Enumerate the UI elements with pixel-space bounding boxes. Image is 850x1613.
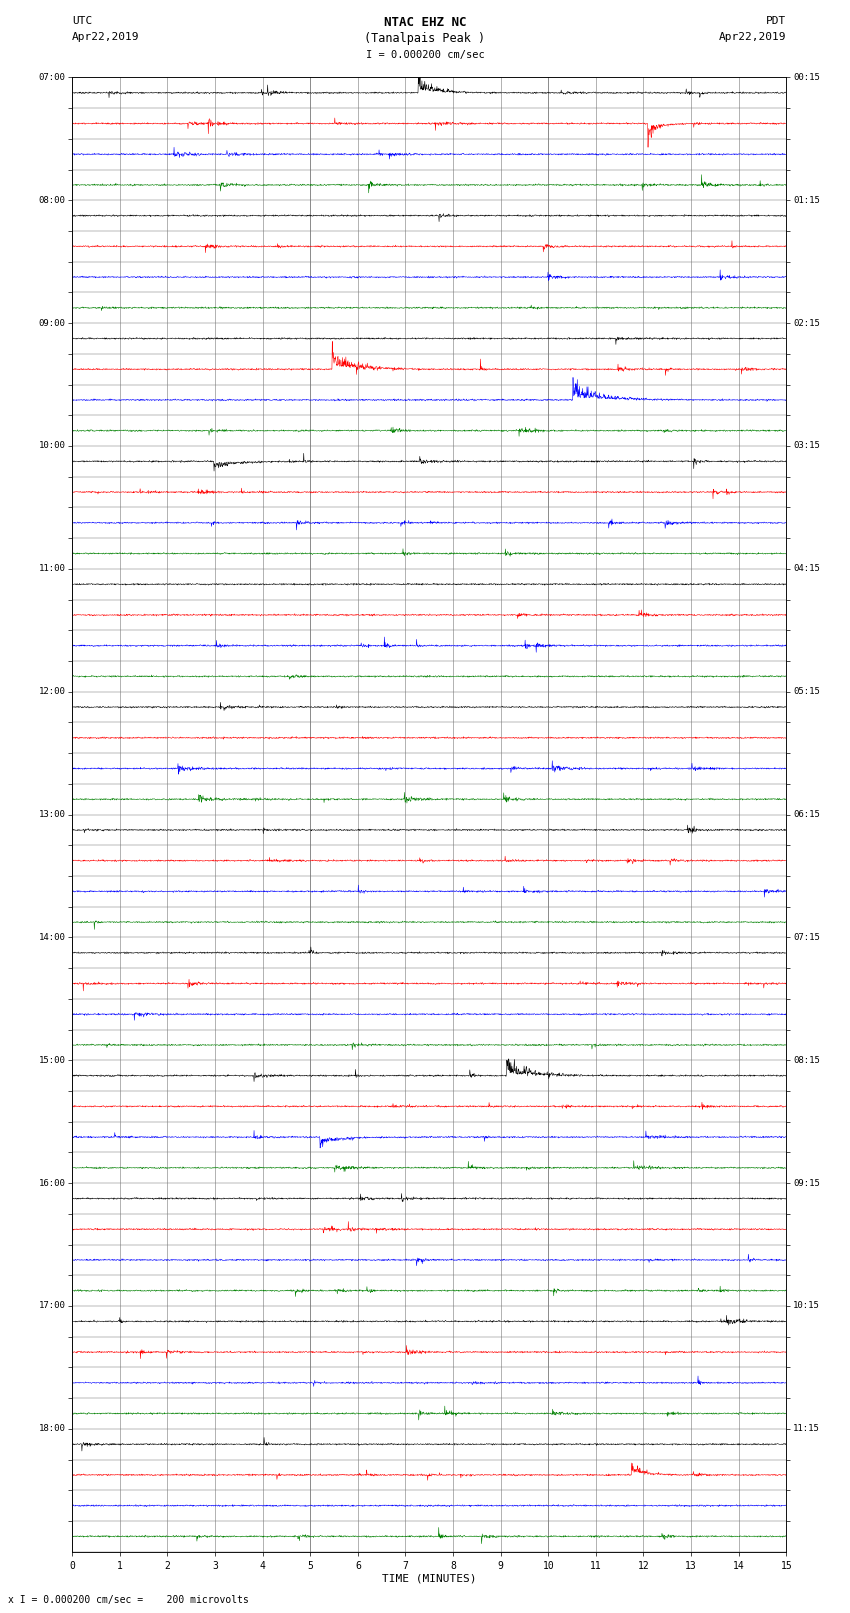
Text: I = 0.000200 cm/sec: I = 0.000200 cm/sec bbox=[366, 50, 484, 60]
X-axis label: TIME (MINUTES): TIME (MINUTES) bbox=[382, 1574, 477, 1584]
Text: Apr22,2019: Apr22,2019 bbox=[72, 32, 139, 42]
Text: Apr22,2019: Apr22,2019 bbox=[719, 32, 786, 42]
Text: NTAC EHZ NC: NTAC EHZ NC bbox=[383, 16, 467, 29]
Text: PDT: PDT bbox=[766, 16, 786, 26]
Text: x I = 0.000200 cm/sec =    200 microvolts: x I = 0.000200 cm/sec = 200 microvolts bbox=[8, 1595, 249, 1605]
Text: UTC: UTC bbox=[72, 16, 93, 26]
Text: (Tanalpais Peak ): (Tanalpais Peak ) bbox=[365, 32, 485, 45]
